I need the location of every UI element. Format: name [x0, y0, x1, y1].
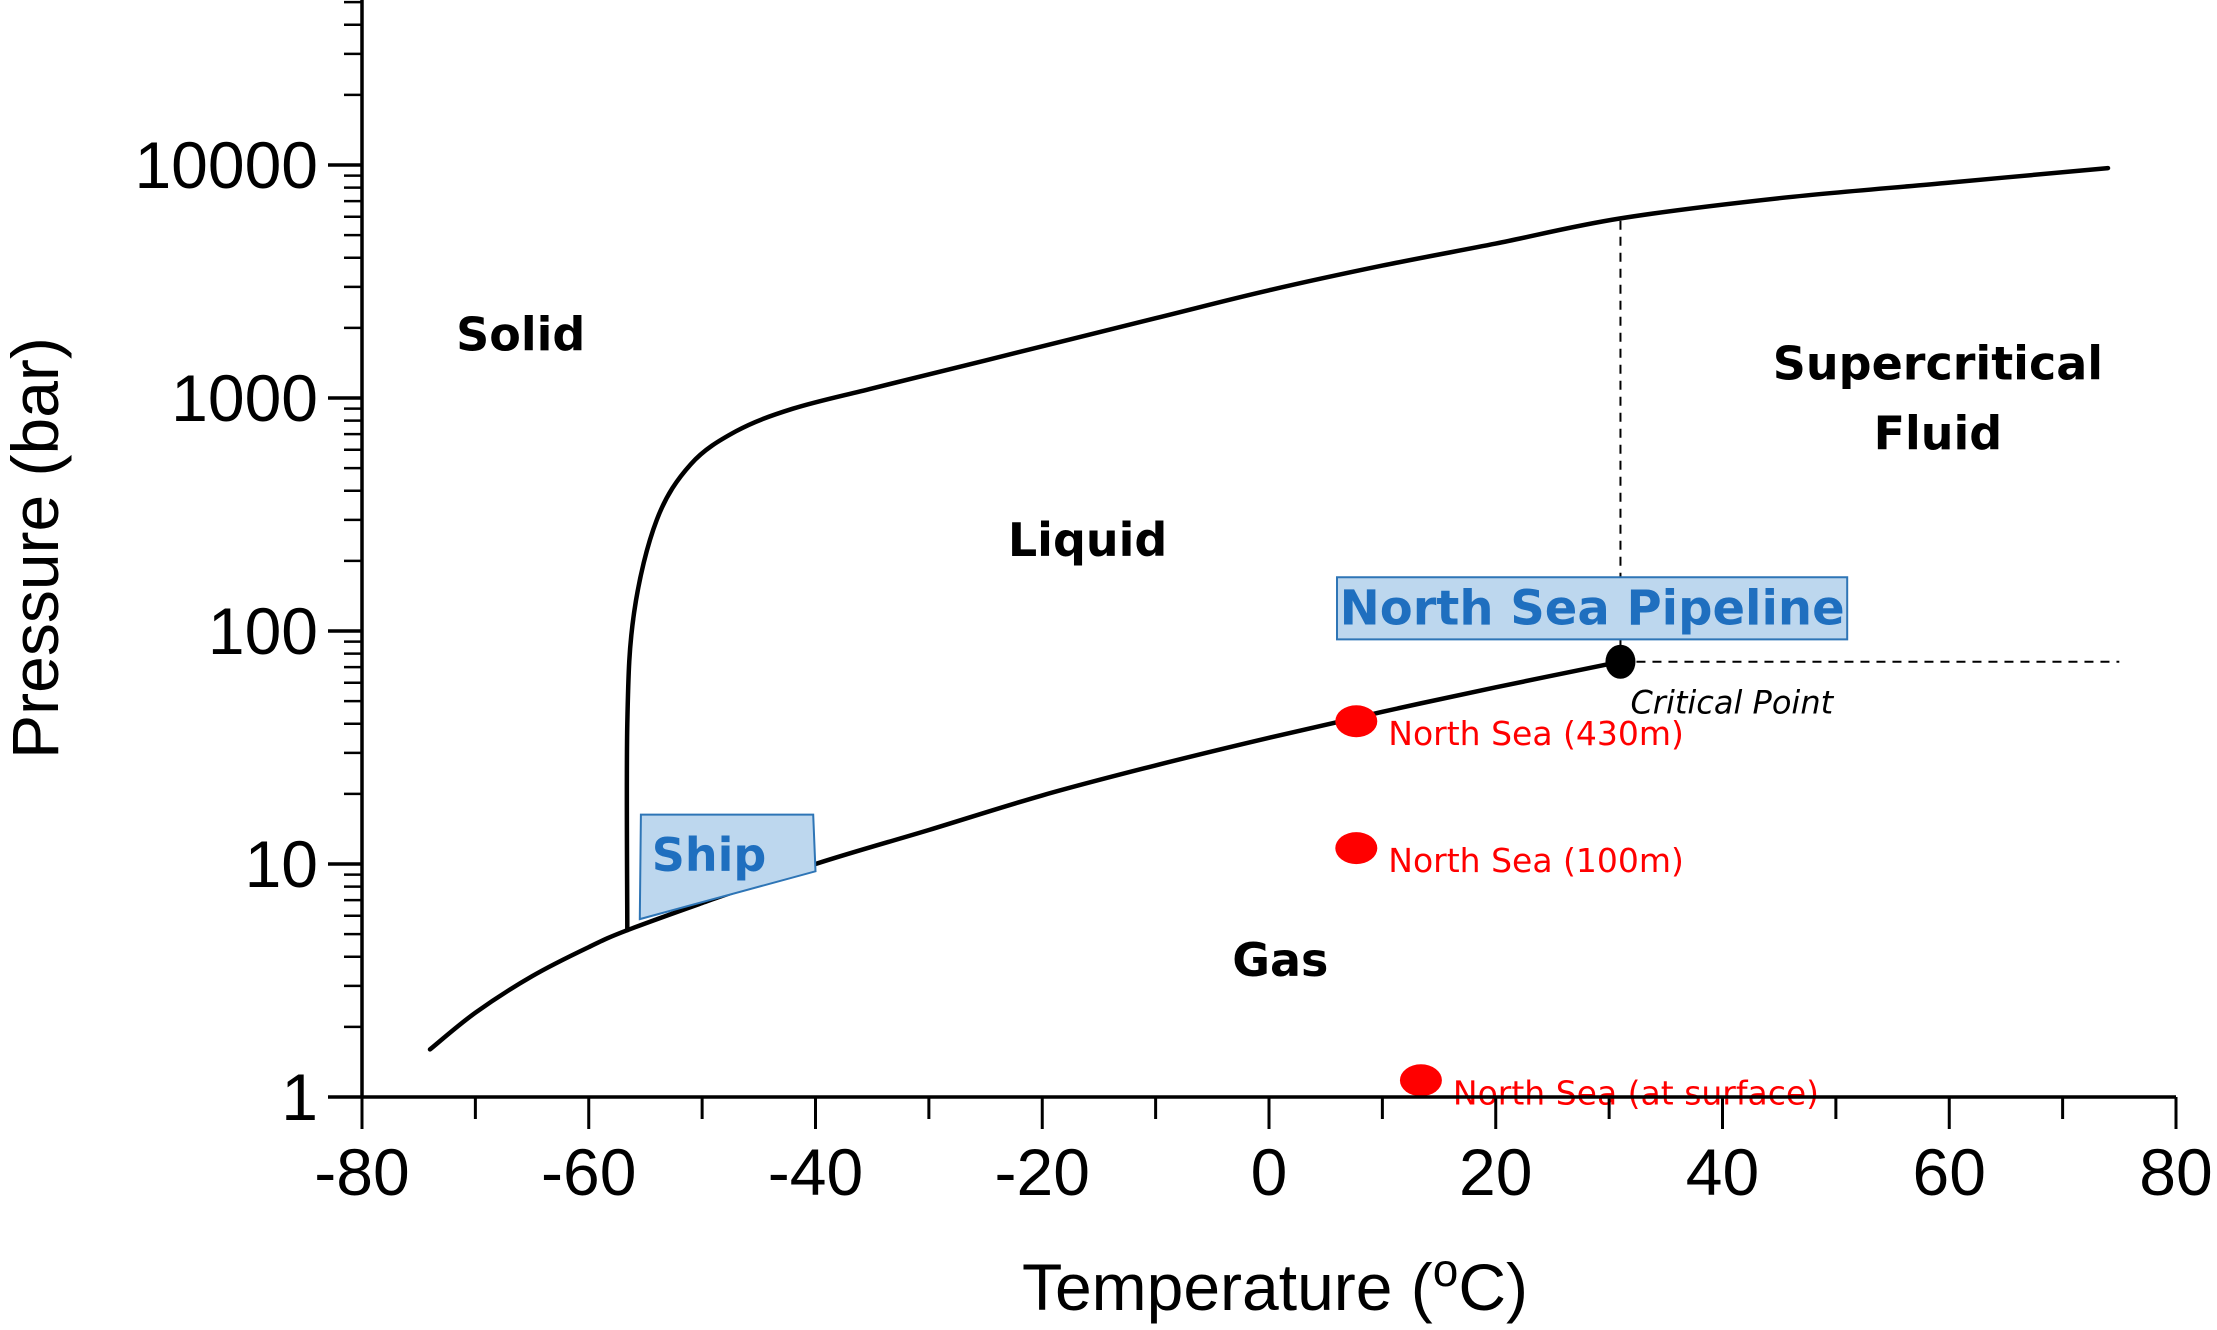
- y-tick-label: 100: [208, 594, 318, 668]
- point-nssurface: [1399, 1064, 1442, 1097]
- x-tick-label: 40: [1686, 1135, 1759, 1209]
- x-tick-label: 60: [1913, 1135, 1986, 1209]
- box-ship: [638, 813, 817, 921]
- x-axis-title-degree: o: [1433, 1244, 1459, 1296]
- box-pipeline: [1336, 576, 1849, 641]
- region-supercritical: Supercritical: [1773, 337, 2103, 391]
- region-liquid: Liquid: [1008, 513, 1167, 567]
- x-tick-label: 80: [2139, 1135, 2212, 1209]
- point-label-ns100: North Sea (100m): [1388, 841, 1684, 880]
- y-tick-label: 10: [245, 827, 318, 901]
- y-tick-label: 10000: [134, 128, 318, 202]
- box-label-pipeline: North Sea Pipeline: [1340, 580, 1845, 636]
- point-label-nssurface: North Sea (at surface): [1453, 1073, 1819, 1112]
- region-solid: Solid: [456, 307, 585, 361]
- region-labels: Solid Liquid Gas Supercritical Fluid: [456, 307, 2103, 987]
- region-supercritical-line2: Fluid: [1874, 407, 2003, 461]
- curve-sublimation_vapor_curve: [427, 659, 1623, 1052]
- x-tick-label: 20: [1459, 1135, 1532, 1209]
- x-tick-label: 0: [1251, 1135, 1288, 1209]
- tick-marks: [328, 0, 2178, 1129]
- x-axis-title-unit: C): [1458, 1250, 1528, 1324]
- region-gas: Gas: [1232, 933, 1328, 987]
- x-tick-label: -40: [768, 1135, 863, 1209]
- point-ns100: [1335, 832, 1378, 865]
- guide-lines: [1619, 218, 2120, 663]
- phase-curves: [427, 165, 2111, 1052]
- x-axis-title-main: Temperature (: [1022, 1250, 1433, 1324]
- y-axis-title: Pressure (bar): [0, 337, 72, 759]
- y-tick-label: 1: [281, 1060, 318, 1134]
- critical-point-label: Critical Point: [1630, 684, 1834, 722]
- x-tick-label: -80: [314, 1135, 409, 1209]
- x-tick-label: -20: [995, 1135, 1090, 1209]
- tick-labels: -80 -60 -40 -20 0 20 40 60 80 1 10 100 1000 10000: [134, 128, 2212, 1209]
- curve-melting_curve: [624, 165, 2111, 933]
- point-label-ns430: North Sea (430m): [1388, 714, 1684, 753]
- critical-point-marker: [1605, 644, 1636, 679]
- box-label-ship: Ship: [652, 828, 767, 882]
- annotation-boxes: North Sea Pipeline Ship: [638, 576, 1849, 921]
- x-axis-title: Temperature (oC): [1022, 1244, 1528, 1324]
- y-tick-label: 1000: [171, 361, 318, 435]
- x-tick-label: -60: [541, 1135, 636, 1209]
- point-ns430: [1335, 705, 1378, 738]
